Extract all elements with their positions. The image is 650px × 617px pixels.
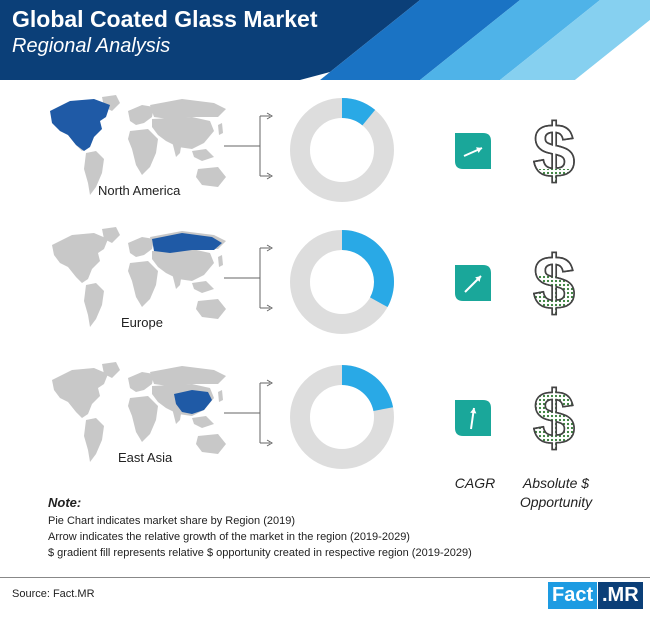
dollar-fill: $ <box>533 382 575 454</box>
world-map-icon <box>52 362 226 462</box>
region-label: North America <box>98 183 181 198</box>
source-text: Source: Fact.MR <box>12 588 95 600</box>
dollar-fill: $ <box>533 247 575 319</box>
legend-cagr-label: CAGR <box>454 475 496 491</box>
dollar-icon: $$$ <box>532 247 576 319</box>
svg-text:$: $ <box>533 115 575 187</box>
legend-opportunity-line2: Opportunity <box>519 494 593 510</box>
region-label: East Asia <box>118 450 173 465</box>
logo-fact-part: Fact <box>548 582 598 609</box>
donut-share-slice <box>342 230 394 308</box>
bracket-connector <box>224 379 273 447</box>
world-map-icon <box>50 95 226 195</box>
market-share-donut <box>290 98 394 202</box>
header-banner: Global Coated Glass Market Regional Anal… <box>0 0 650 80</box>
donut-share-slice <box>342 98 376 126</box>
arrow-up-icon <box>455 400 491 436</box>
factmr-logo[interactable]: Fact .MR <box>548 582 643 609</box>
donut-share-slice <box>342 365 394 412</box>
page-subtitle: Regional Analysis <box>12 35 171 57</box>
svg-text:$: $ <box>533 382 575 454</box>
footer-divider <box>0 577 650 578</box>
svg-text:$: $ <box>533 247 575 319</box>
note-line-dollar: $ gradient fill represents relative $ op… <box>48 547 472 559</box>
legend-opportunity-line1: Absolute $ <box>522 475 590 491</box>
arrow-up-right-icon <box>455 133 491 169</box>
bracket-connector <box>224 244 273 312</box>
donut-remainder-slice <box>290 98 394 202</box>
legend-opportunity-label: Absolute $ Opportunity <box>508 474 604 512</box>
world-map-icon <box>52 227 226 327</box>
market-share-donut <box>290 230 394 334</box>
note-line-arrow: Arrow indicates the relative growth of t… <box>48 531 410 543</box>
dollar-icon: $$$ <box>532 382 576 454</box>
header-background <box>0 0 650 80</box>
note-title: Note: <box>48 495 82 510</box>
market-share-donut <box>290 365 394 469</box>
highlighted-region <box>50 99 110 151</box>
bracket-connector <box>224 112 273 180</box>
dollar-icon: $$$ <box>532 115 576 187</box>
region-label: Europe <box>121 315 163 330</box>
highlighted-region <box>152 233 222 253</box>
svg-text:$: $ <box>533 115 575 187</box>
dollar-fill: $ <box>533 115 575 187</box>
note-line-pie: Pie Chart indicates market share by Regi… <box>48 515 296 527</box>
page-title: Global Coated Glass Market <box>12 6 318 32</box>
arrow-up-right-icon <box>455 265 491 301</box>
svg-text:$: $ <box>533 247 575 319</box>
svg-text:$: $ <box>533 382 575 454</box>
logo-mr-part: .MR <box>598 582 643 609</box>
highlighted-region <box>174 390 212 414</box>
